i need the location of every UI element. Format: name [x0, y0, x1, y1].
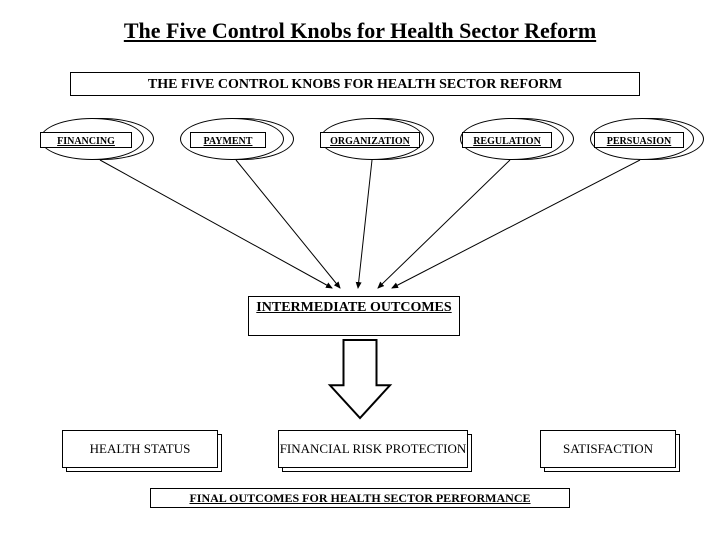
- page-title: The Five Control Knobs for Health Sector…: [0, 18, 720, 44]
- knob-arrow: [378, 160, 510, 288]
- big-arrow-icon: [330, 340, 390, 418]
- outcome-box-health-status: HEALTH STATUS: [62, 430, 218, 468]
- thin-arrows-group: [100, 160, 640, 288]
- knob-label-financing: FINANCING: [40, 132, 132, 148]
- knob-arrow: [100, 160, 332, 288]
- knob-arrow: [236, 160, 340, 288]
- knob-label-organization: ORGANIZATION: [320, 132, 420, 148]
- outcome-box-satisfaction: SATISFACTION: [540, 430, 676, 468]
- final-outcomes-label: FINAL OUTCOMES FOR HEALTH SECTOR PERFORM…: [150, 488, 570, 508]
- knob-label-payment: PAYMENT: [190, 132, 266, 148]
- knob-arrow: [392, 160, 640, 288]
- knob-label-regulation: REGULATION: [462, 132, 552, 148]
- knob-arrow: [358, 160, 372, 288]
- outcome-box-financial-risk-protection: FINANCIAL RISK PROTECTION: [278, 430, 468, 468]
- subtitle-box: THE FIVE CONTROL KNOBS FOR HEALTH SECTOR…: [70, 72, 640, 96]
- knob-label-persuasion: PERSUASION: [594, 132, 684, 148]
- big-arrow-group: [330, 340, 390, 418]
- intermediate-outcomes-box: INTERMEDIATE OUTCOMES: [248, 296, 460, 336]
